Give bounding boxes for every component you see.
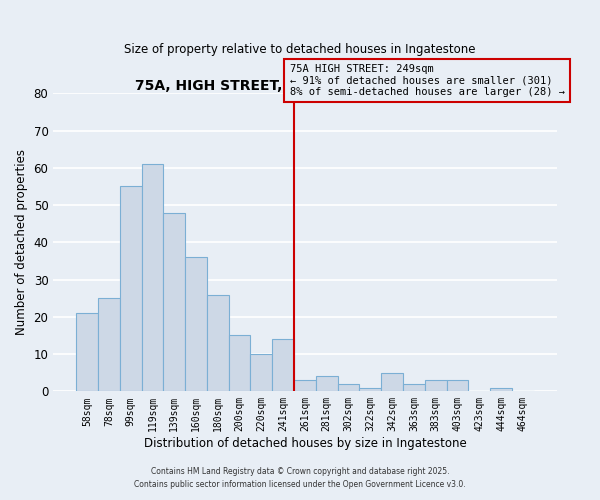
Y-axis label: Number of detached properties: Number of detached properties: [15, 150, 28, 336]
Bar: [490, 388, 512, 392]
Bar: [359, 388, 381, 392]
Text: Contains HM Land Registry data © Crown copyright and database right 2025.
Contai: Contains HM Land Registry data © Crown c…: [134, 468, 466, 489]
Bar: [163, 212, 185, 392]
Bar: [142, 164, 163, 392]
Bar: [316, 376, 338, 392]
Bar: [185, 258, 207, 392]
Bar: [294, 380, 316, 392]
Bar: [272, 339, 294, 392]
Text: 75A HIGH STREET: 249sqm
← 91% of detached houses are smaller (301)
8% of semi-de: 75A HIGH STREET: 249sqm ← 91% of detache…: [290, 64, 565, 97]
Title: 75A, HIGH STREET, INGATESTONE, CM4 9EU: 75A, HIGH STREET, INGATESTONE, CM4 9EU: [134, 80, 475, 94]
Bar: [381, 372, 403, 392]
Text: Size of property relative to detached houses in Ingatestone: Size of property relative to detached ho…: [124, 42, 476, 56]
Bar: [425, 380, 446, 392]
Bar: [98, 298, 120, 392]
X-axis label: Distribution of detached houses by size in Ingatestone: Distribution of detached houses by size …: [143, 437, 466, 450]
Bar: [207, 294, 229, 392]
Bar: [76, 313, 98, 392]
Bar: [338, 384, 359, 392]
Bar: [250, 354, 272, 392]
Bar: [403, 384, 425, 392]
Bar: [120, 186, 142, 392]
Bar: [229, 336, 250, 392]
Bar: [446, 380, 469, 392]
